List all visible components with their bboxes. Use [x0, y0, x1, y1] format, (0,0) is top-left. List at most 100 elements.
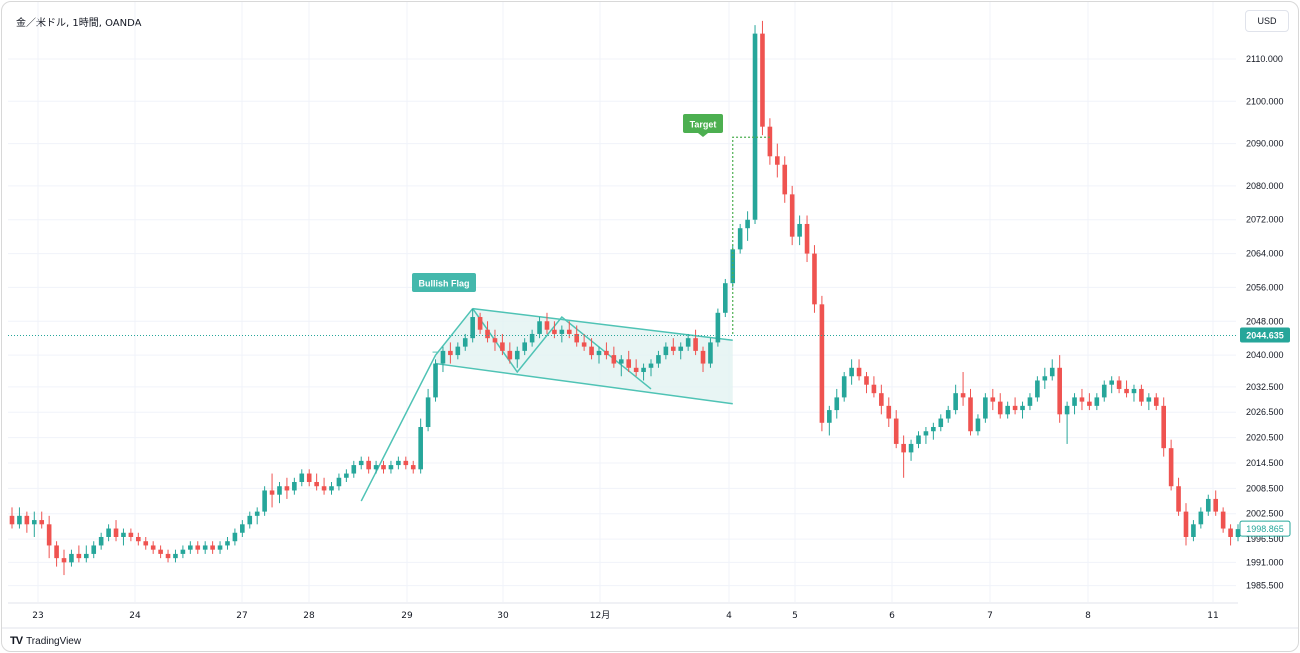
- candle-body: [760, 33, 765, 127]
- candle-body: [529, 333, 535, 343]
- candle-up: [254, 507, 260, 525]
- candle-up: [240, 520, 245, 537]
- candle-body: [1168, 448, 1174, 487]
- candle-body: [165, 553, 171, 559]
- candle-body: [440, 350, 446, 364]
- candle-up: [715, 308, 721, 347]
- candle-down: [886, 397, 892, 428]
- candle-body: [700, 350, 706, 364]
- candle-body: [641, 367, 646, 373]
- candle-body: [1176, 486, 1181, 512]
- candle-up: [329, 482, 334, 495]
- candle-down: [381, 460, 386, 474]
- candle-down: [901, 435, 906, 478]
- candle-down: [879, 384, 884, 415]
- candle-up: [121, 528, 126, 546]
- candle-up: [202, 541, 208, 554]
- candle-down: [39, 511, 45, 529]
- candle-up: [277, 482, 282, 504]
- candle-down: [284, 477, 290, 499]
- candle-up: [358, 456, 364, 470]
- candle-down: [693, 329, 698, 356]
- candle-up: [1198, 507, 1204, 529]
- candle-body: [306, 473, 312, 482]
- candle-down: [775, 143, 780, 178]
- candle-up: [69, 549, 74, 567]
- candle-body: [775, 156, 780, 165]
- candle-down: [1079, 388, 1085, 411]
- candle-down: [61, 549, 67, 576]
- y-tick-label: 1985.500: [1246, 581, 1284, 591]
- bullish-flag-pattern: [360, 307, 733, 502]
- candle-body: [1049, 367, 1055, 377]
- y-tick-label: 2080.000: [1246, 181, 1284, 191]
- candle-body: [693, 338, 698, 351]
- y-axis: 2110.000 2100.000 2090.000 2080.000 2072.000…: [1239, 54, 1291, 591]
- candle-body: [9, 515, 15, 525]
- candle-down: [670, 338, 676, 356]
- target-label: Target: [683, 114, 723, 137]
- candle-up: [1235, 524, 1241, 542]
- currency-button[interactable]: USD: [1245, 10, 1289, 32]
- last-price-badge: 1998.865: [1239, 520, 1291, 537]
- candle-body: [1161, 405, 1167, 449]
- candle-body: [396, 460, 401, 466]
- candle-body: [886, 405, 892, 419]
- x-tick-label: 28: [303, 611, 315, 621]
- candle-body: [485, 329, 490, 339]
- candle-down: [46, 515, 52, 559]
- tradingview-logo-mark: TV: [10, 635, 23, 647]
- candle-up: [648, 359, 654, 377]
- candle-body: [566, 329, 572, 334]
- candle-body: [916, 435, 921, 444]
- candle-down: [893, 410, 899, 449]
- candle-body: [128, 532, 134, 537]
- candle-up: [983, 393, 988, 423]
- annotations: Target Bullish Flag: [8, 114, 1238, 336]
- candle-up: [232, 528, 238, 546]
- candle-up: [737, 223, 743, 254]
- candle-body: [633, 367, 639, 373]
- candle-body: [410, 465, 416, 470]
- candle-body: [715, 312, 721, 343]
- candle-body: [604, 350, 609, 356]
- candle-body: [1228, 528, 1233, 537]
- candle-body: [507, 350, 513, 360]
- current-price-badge-box: [1240, 327, 1290, 343]
- candle-body: [537, 321, 542, 334]
- y-tick-label: 2090.000: [1246, 139, 1284, 149]
- candle-down: [1176, 477, 1181, 516]
- candle-up: [180, 545, 186, 559]
- candle-body: [425, 397, 431, 428]
- candle-down: [1087, 393, 1092, 411]
- candle-up: [455, 342, 461, 360]
- candle-down: [626, 350, 632, 373]
- candle-up: [440, 346, 446, 373]
- candle-up: [173, 549, 178, 563]
- candle-down: [492, 329, 498, 351]
- candle-body: [559, 329, 565, 334]
- candle-body: [188, 545, 193, 550]
- candle-body: [462, 338, 468, 347]
- candle-up: [723, 278, 728, 318]
- candle-body: [670, 346, 676, 351]
- y-tick-label: 2032.500: [1246, 382, 1284, 392]
- candle-body: [611, 355, 617, 364]
- candle-down: [611, 346, 617, 368]
- candle-body: [596, 350, 602, 356]
- candle-body: [292, 482, 297, 491]
- candle-up: [98, 532, 104, 550]
- candle-up: [1146, 393, 1152, 411]
- candle-down: [1124, 380, 1129, 398]
- candle-body: [1213, 498, 1219, 512]
- y-tick-label: 2100.000: [1246, 96, 1284, 106]
- candle-body: [522, 342, 527, 351]
- candle-up: [418, 418, 423, 474]
- candle-down: [990, 388, 996, 411]
- candle-up: [344, 469, 349, 482]
- candle-body: [91, 545, 97, 554]
- candle-body: [500, 342, 505, 351]
- candle-body: [46, 524, 52, 546]
- candle-body: [864, 376, 869, 385]
